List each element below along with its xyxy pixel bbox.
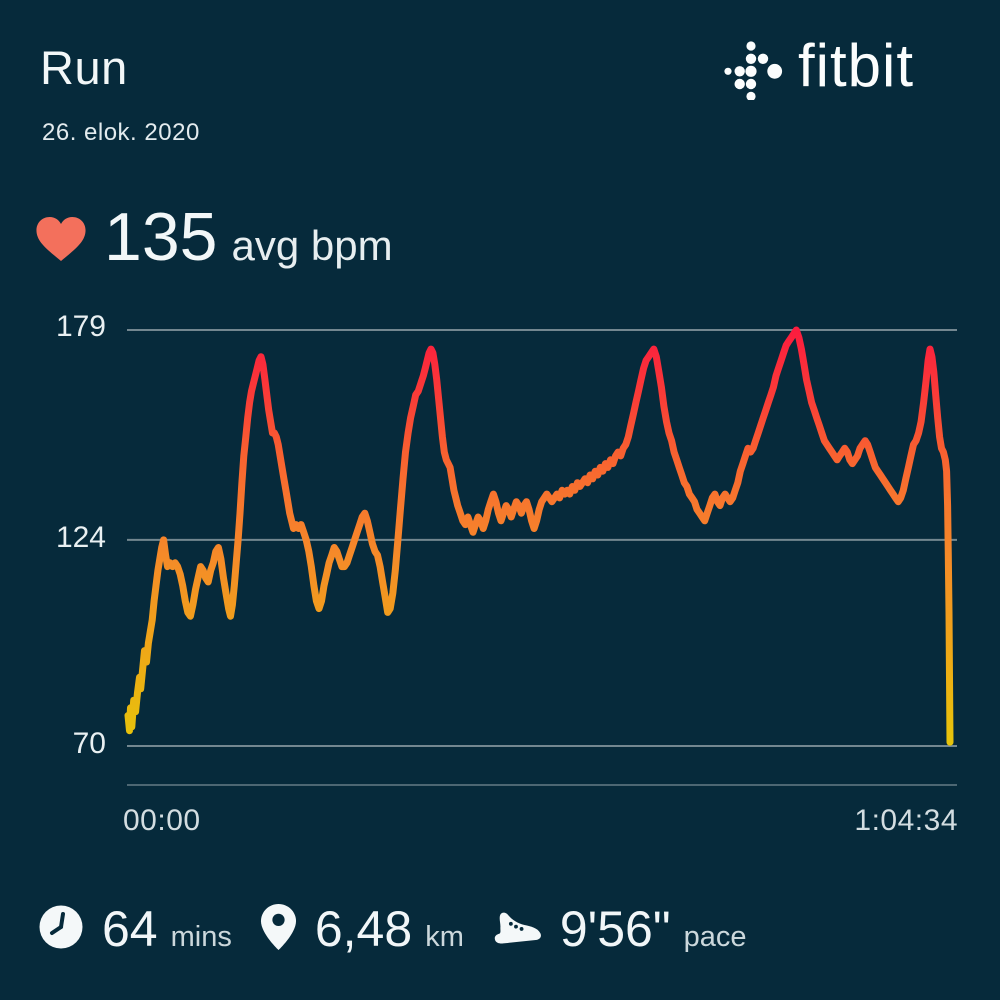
pace-stat: 9'56" pace: [492, 900, 747, 958]
activity-stats-row: 64 mins 6,48 km 9'56": [38, 900, 746, 958]
chart-gridlines: [127, 329, 957, 786]
clock-icon: [38, 904, 84, 955]
x-axis-tick-start: 00:00: [123, 804, 201, 837]
avg-bpm-value: 135: [104, 199, 218, 275]
avg-heart-rate-summary: 135 avg bpm: [36, 198, 393, 276]
duration-value: 64: [102, 901, 158, 957]
shoe-icon: [492, 905, 542, 954]
fitbit-wordmark: fitbit: [798, 31, 915, 99]
x-axis-tick-end: 1:04:34: [854, 804, 958, 837]
heart-icon: [36, 217, 86, 267]
heart-rate-line: [124, 326, 954, 746]
fitbit-logo: fitbit: [714, 30, 914, 100]
duration-unit: mins: [170, 921, 232, 953]
distance-value: 6,48: [314, 901, 413, 957]
location-pin-icon: [260, 903, 297, 955]
fitbit-logo-icon: [724, 41, 783, 100]
pace-value: 9'56": [559, 901, 671, 957]
y-axis-tick-124: 124: [55, 521, 106, 554]
pace-unit: pace: [683, 921, 747, 953]
y-axis-tick-70: 70: [72, 727, 106, 760]
avg-bpm-label: avg bpm: [231, 222, 393, 269]
distance-unit: km: [425, 921, 464, 953]
duration-stat: 64 mins: [38, 900, 232, 958]
y-axis-tick-179: 179: [55, 310, 106, 343]
distance-stat: 6,48 km: [260, 900, 464, 958]
activity-date: 26. elok. 2020: [42, 119, 200, 146]
activity-title: Run: [40, 41, 128, 94]
